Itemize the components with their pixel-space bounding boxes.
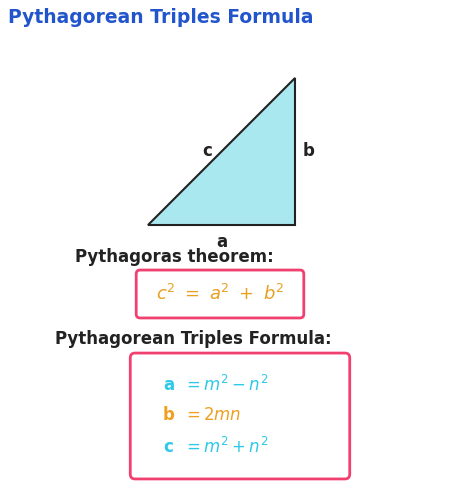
Text: c: c: [163, 438, 173, 456]
Text: $= 2mn$: $= 2mn$: [183, 406, 241, 424]
Text: Pythagorean Triples Formula: Pythagorean Triples Formula: [8, 8, 313, 27]
Text: Pythagoras theorem:: Pythagoras theorem:: [75, 248, 274, 266]
FancyBboxPatch shape: [130, 353, 350, 479]
Text: a: a: [163, 376, 174, 394]
Text: $= m^2 - n^2$: $= m^2 - n^2$: [183, 375, 268, 395]
Text: $= m^2 + n^2$: $= m^2 + n^2$: [183, 437, 268, 457]
Text: b: b: [163, 406, 175, 424]
Text: b: b: [303, 143, 315, 160]
Text: c: c: [202, 143, 212, 160]
Polygon shape: [148, 78, 295, 225]
Text: Pythagorean Triples Formula:: Pythagorean Triples Formula:: [55, 330, 332, 348]
FancyBboxPatch shape: [136, 270, 304, 318]
Text: a: a: [216, 233, 227, 251]
Text: $c^2\ =\ a^2\ +\ b^2$: $c^2\ =\ a^2\ +\ b^2$: [155, 284, 284, 304]
